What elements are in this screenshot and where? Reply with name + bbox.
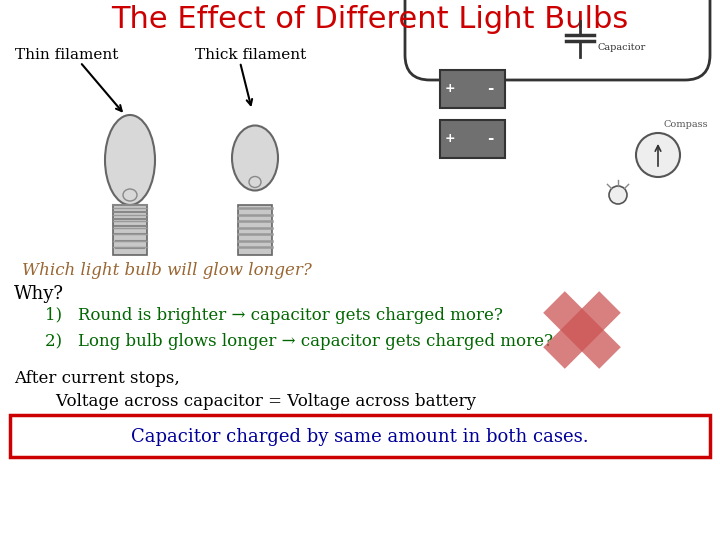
Circle shape: [636, 133, 680, 177]
Text: +: +: [445, 83, 455, 96]
FancyBboxPatch shape: [113, 205, 147, 255]
Text: +: +: [445, 132, 455, 145]
FancyBboxPatch shape: [440, 70, 505, 108]
Circle shape: [609, 186, 627, 204]
Text: Capacitor charged by same amount in both cases.: Capacitor charged by same amount in both…: [131, 428, 589, 446]
Ellipse shape: [105, 115, 155, 205]
Text: Why?: Why?: [14, 285, 64, 303]
Ellipse shape: [232, 125, 278, 191]
Text: 1)   Round is brighter → capacitor gets charged more?: 1) Round is brighter → capacitor gets ch…: [45, 307, 503, 324]
Text: The Effect of Different Light Bulbs: The Effect of Different Light Bulbs: [112, 5, 629, 34]
Text: no matter which bulb is used.: no matter which bulb is used.: [14, 416, 264, 433]
Text: -: -: [487, 82, 493, 97]
Text: Compass: Compass: [663, 120, 708, 129]
Text: Which light bulb will glow longer?: Which light bulb will glow longer?: [22, 262, 312, 279]
Text: Voltage across capacitor = Voltage across battery: Voltage across capacitor = Voltage acros…: [14, 393, 476, 410]
FancyBboxPatch shape: [10, 415, 710, 457]
Text: -: -: [487, 132, 493, 146]
Text: After current stops,: After current stops,: [14, 370, 180, 387]
Text: Capacitor: Capacitor: [598, 43, 647, 52]
Text: Thick filament: Thick filament: [195, 48, 306, 62]
FancyBboxPatch shape: [440, 120, 505, 158]
FancyBboxPatch shape: [238, 205, 272, 255]
Text: Thin filament: Thin filament: [15, 48, 118, 62]
Text: 2)   Long bulb glows longer → capacitor gets charged more?: 2) Long bulb glows longer → capacitor ge…: [45, 333, 553, 350]
